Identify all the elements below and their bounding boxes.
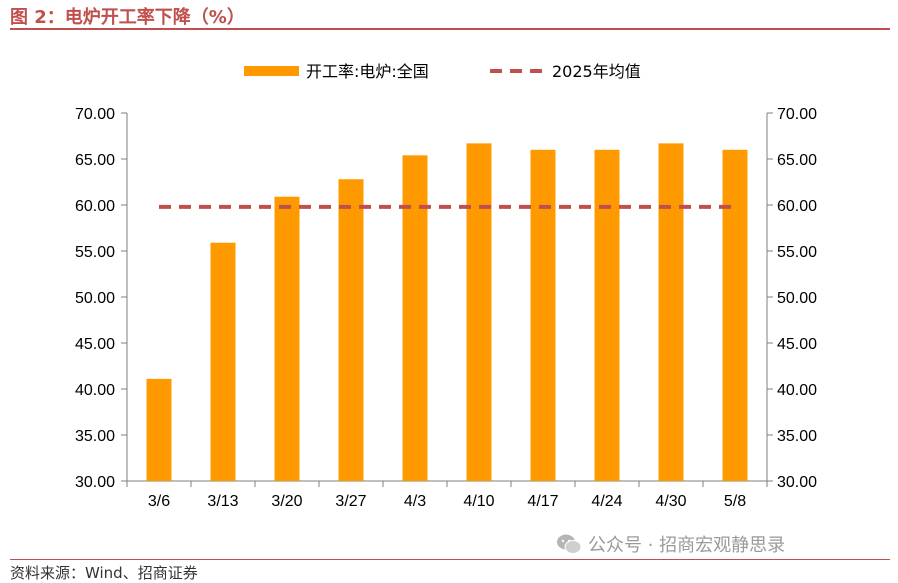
y-tick-label-left: 65.00	[75, 152, 115, 169]
y-tick-label-right: 55.00	[777, 244, 817, 261]
watermark-text: 公众号 · 招商宏观静思录	[588, 535, 786, 556]
bar	[338, 179, 364, 482]
y-tick-label-right: 45.00	[777, 336, 817, 353]
x-tick-label: 4/17	[527, 493, 558, 510]
y-tick-label-right: 65.00	[777, 152, 817, 169]
source-note: 资料来源：Wind、招商证券	[10, 564, 198, 582]
legend-label-line: 2025年均值	[552, 62, 641, 81]
y-tick-label-left: 30.00	[75, 474, 115, 491]
y-tick-label-right: 60.00	[777, 198, 817, 215]
bar	[210, 242, 236, 481]
y-tick-label-right: 40.00	[777, 382, 817, 399]
bar	[722, 149, 748, 482]
y-tick-label-right: 35.00	[777, 428, 817, 445]
y-tick-label-left: 50.00	[75, 290, 115, 307]
bar	[402, 155, 428, 481]
bar	[274, 196, 300, 481]
y-tick-label-left: 45.00	[75, 336, 115, 353]
y-tick-label-right: 30.00	[777, 474, 817, 491]
figure-title: 图 2：电炉开工率下降（%）	[10, 7, 245, 28]
y-tick-label-left: 35.00	[75, 428, 115, 445]
bar	[530, 149, 556, 482]
x-tick-label: 3/20	[271, 493, 302, 510]
y-tick-label-left: 60.00	[75, 198, 115, 215]
footer-divider	[10, 559, 890, 560]
legend-swatch-bar	[244, 66, 299, 76]
y-tick-label-left: 40.00	[75, 382, 115, 399]
wechat-icon	[557, 534, 582, 554]
x-tick-label: 3/6	[148, 493, 170, 510]
x-tick-label: 4/3	[404, 493, 426, 510]
x-tick-label: 4/24	[591, 493, 622, 510]
legend-label-bar: 开工率:电炉:全国	[306, 62, 429, 81]
bar	[146, 378, 172, 481]
bar	[658, 143, 684, 482]
watermark: 公众号 · 招商宏观静思录	[556, 531, 785, 557]
title-divider	[10, 28, 890, 30]
y-tick-label-left: 55.00	[75, 244, 115, 261]
x-tick-label: 4/10	[463, 493, 494, 510]
x-tick-label: 4/30	[655, 493, 686, 510]
y-tick-label-right: 70.00	[777, 106, 817, 123]
x-tick-label: 3/27	[335, 493, 366, 510]
y-tick-label-right: 50.00	[777, 290, 817, 307]
y-tick-label-left: 70.00	[75, 106, 115, 123]
bar	[594, 149, 620, 482]
x-tick-label: 5/8	[724, 493, 746, 510]
x-tick-label: 3/13	[207, 493, 238, 510]
bar	[466, 143, 492, 482]
bar-chart: 30.00 35.00 40.00 45.00 50.00 55.00 60.00 65.00…	[75, 62, 817, 510]
